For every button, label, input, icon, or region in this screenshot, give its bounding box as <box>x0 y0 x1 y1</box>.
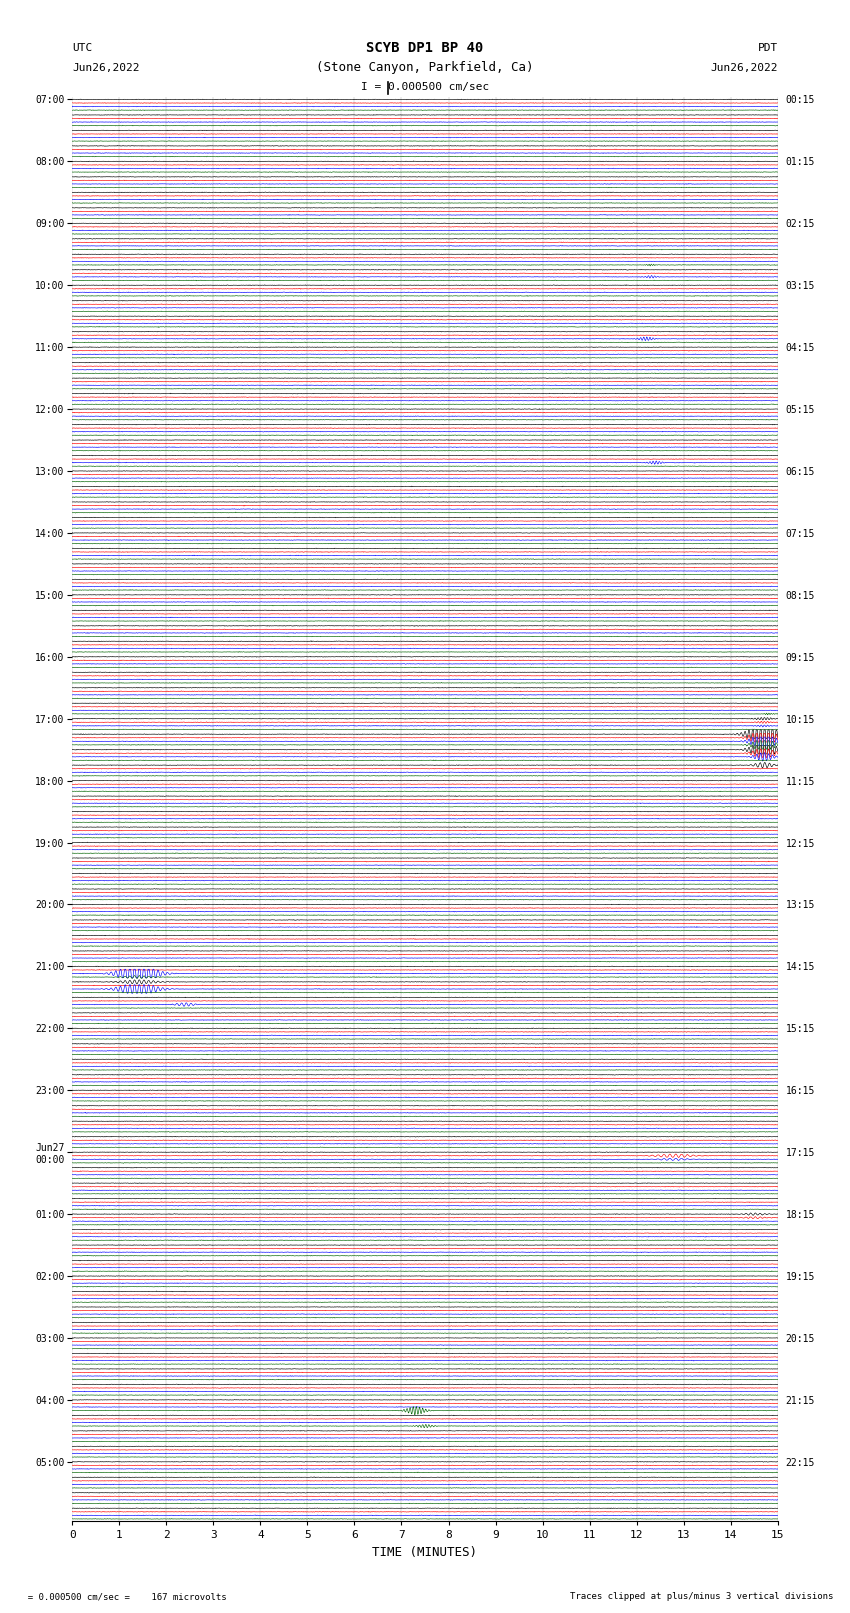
Text: = 0.000500 cm/sec =    167 microvolts: = 0.000500 cm/sec = 167 microvolts <box>17 1592 227 1602</box>
Text: UTC: UTC <box>72 44 93 53</box>
Text: I = 0.000500 cm/sec: I = 0.000500 cm/sec <box>361 82 489 92</box>
Text: SCYB DP1 BP 40: SCYB DP1 BP 40 <box>366 42 484 55</box>
Text: Jun26,2022: Jun26,2022 <box>72 63 139 73</box>
X-axis label: TIME (MINUTES): TIME (MINUTES) <box>372 1545 478 1558</box>
Text: Jun26,2022: Jun26,2022 <box>711 63 778 73</box>
Text: Traces clipped at plus/minus 3 vertical divisions: Traces clipped at plus/minus 3 vertical … <box>570 1592 833 1602</box>
Text: (Stone Canyon, Parkfield, Ca): (Stone Canyon, Parkfield, Ca) <box>316 61 534 74</box>
Text: PDT: PDT <box>757 44 778 53</box>
